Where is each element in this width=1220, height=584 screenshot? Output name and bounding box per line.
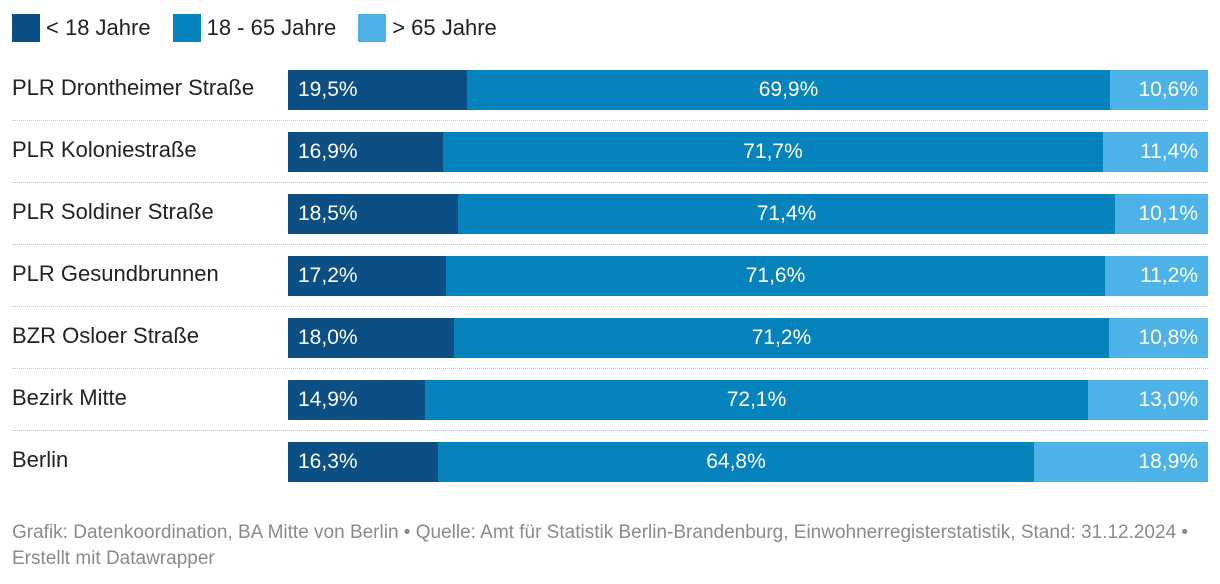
data-label: 18,0% — [298, 326, 358, 349]
bar-segment-18-65: 71,2% — [454, 318, 1109, 358]
stacked-bar-chart: PLR Drontheimer Straße 19,5% 69,9% 10,6% PLR… — [0, 58, 1220, 498]
legend-item-18-65: 18 - 65 Jahre — [172, 14, 337, 42]
legend-label-over-65: > 65 Jahre — [392, 15, 497, 40]
bar-segment-under-18: 16,3% — [288, 442, 438, 482]
legend-swatch-over-65 — [358, 14, 387, 42]
row-separator — [12, 120, 1208, 121]
bar-segment-under-18: 18,5% — [288, 194, 458, 234]
bar-stack: 16,3% 64,8% 18,9% — [288, 442, 1208, 482]
data-label: 13,0% — [1138, 388, 1198, 411]
bar-segment-under-18: 16,9% — [288, 132, 443, 172]
category-label: BZR Osloer Straße — [12, 323, 200, 348]
data-label: 11,4% — [1140, 140, 1198, 163]
chart-row: Bezirk Mitte 14,9% 72,1% 13,0% — [0, 368, 1220, 431]
data-label: 18,5% — [298, 202, 358, 225]
bar-segment-over-65: 11,2% — [1105, 256, 1208, 296]
category-label: PLR Koloniestraße — [12, 137, 197, 162]
row-separator — [12, 182, 1208, 183]
data-label: 10,8% — [1138, 326, 1198, 349]
chart-row: BZR Osloer Straße 18,0% 71,2% 10,8% — [0, 306, 1220, 369]
data-label: 18,9% — [1138, 450, 1198, 473]
category-label: PLR Drontheimer Straße — [12, 75, 255, 100]
data-label: 71,6% — [745, 264, 806, 287]
chart-row: PLR Koloniestraße 16,9% 71,7% 11,4% — [0, 120, 1220, 183]
chart-footer-credits: Grafik: Datenkoordination, BA Mitte von … — [12, 522, 1189, 569]
bar-stack: 18,0% 71,2% 10,8% — [288, 318, 1208, 358]
bar-segment-18-65: 71,4% — [458, 194, 1115, 234]
bar-segment-over-65: 10,1% — [1115, 194, 1208, 234]
chart-row: PLR Drontheimer Straße 19,5% 69,9% 10,6% — [0, 58, 1220, 121]
bar-stack: 17,2% 71,6% 11,2% — [288, 256, 1208, 296]
row-separator — [12, 430, 1208, 431]
bar-stack: 19,5% 69,9% 10,6% — [288, 70, 1208, 110]
row-separator — [12, 306, 1208, 307]
data-label: 71,4% — [756, 202, 817, 225]
legend-swatch-under-18 — [12, 14, 40, 42]
row-separator — [12, 244, 1208, 245]
bar-segment-18-65: 71,6% — [446, 256, 1105, 296]
data-label: 17,2% — [298, 264, 358, 287]
category-label: Berlin — [12, 447, 69, 472]
bar-segment-under-18: 14,9% — [288, 380, 425, 420]
data-label: 11,2% — [1140, 264, 1198, 287]
data-label: 71,2% — [751, 326, 812, 349]
category-label: PLR Soldiner Straße — [12, 199, 214, 224]
data-label: 69,9% — [758, 78, 819, 101]
category-label: PLR Gesundbrunnen — [12, 261, 219, 286]
data-label: 71,7% — [743, 140, 803, 163]
bar-segment-over-65: 10,6% — [1110, 70, 1208, 110]
bar-segment-over-65: 18,9% — [1034, 442, 1208, 482]
chart-legend: < 18 Jahre 18 - 65 Jahre > 65 Jahre — [12, 14, 519, 42]
bar-segment-18-65: 72,1% — [425, 380, 1088, 420]
data-label: 14,9% — [298, 388, 358, 411]
data-label: 16,9% — [298, 140, 358, 163]
legend-item-under-18: < 18 Jahre — [12, 14, 151, 42]
bar-segment-18-65: 64,8% — [438, 442, 1034, 482]
data-label: 19,5% — [298, 78, 358, 101]
legend-item-over-65: > 65 Jahre — [358, 14, 497, 42]
data-label: 10,1% — [1138, 202, 1198, 225]
bar-segment-18-65: 71,7% — [443, 132, 1103, 172]
legend-label-18-65: 18 - 65 Jahre — [206, 15, 337, 40]
bar-stack: 18,5% 71,4% 10,1% — [288, 194, 1208, 234]
data-label: 16,3% — [298, 450, 358, 473]
bar-segment-under-18: 19,5% — [288, 70, 467, 110]
row-separator — [12, 368, 1208, 369]
bar-segment-under-18: 18,0% — [288, 318, 454, 358]
bar-segment-18-65: 69,9% — [467, 70, 1110, 110]
chart-row: PLR Gesundbrunnen 17,2% 71,6% 11,2% — [0, 244, 1220, 307]
bar-segment-over-65: 13,0% — [1088, 380, 1208, 420]
bar-stack: 16,9% 71,7% 11,4% — [288, 132, 1208, 172]
chart-row: Berlin 16,3% 64,8% 18,9% — [0, 430, 1220, 492]
bar-segment-over-65: 10,8% — [1109, 318, 1208, 358]
legend-label-under-18: < 18 Jahre — [46, 15, 151, 40]
category-label: Bezirk Mitte — [12, 385, 127, 410]
bar-stack: 14,9% 72,1% 13,0% — [288, 380, 1208, 420]
data-label: 72,1% — [726, 388, 787, 411]
chart-row: PLR Soldiner Straße 18,5% 71,4% 10,1% — [0, 182, 1220, 245]
data-label: 64,8% — [706, 450, 766, 473]
bar-segment-over-65: 11,4% — [1103, 132, 1208, 172]
legend-swatch-18-65 — [172, 14, 201, 42]
data-label: 10,6% — [1138, 78, 1198, 101]
bar-segment-under-18: 17,2% — [288, 256, 446, 296]
